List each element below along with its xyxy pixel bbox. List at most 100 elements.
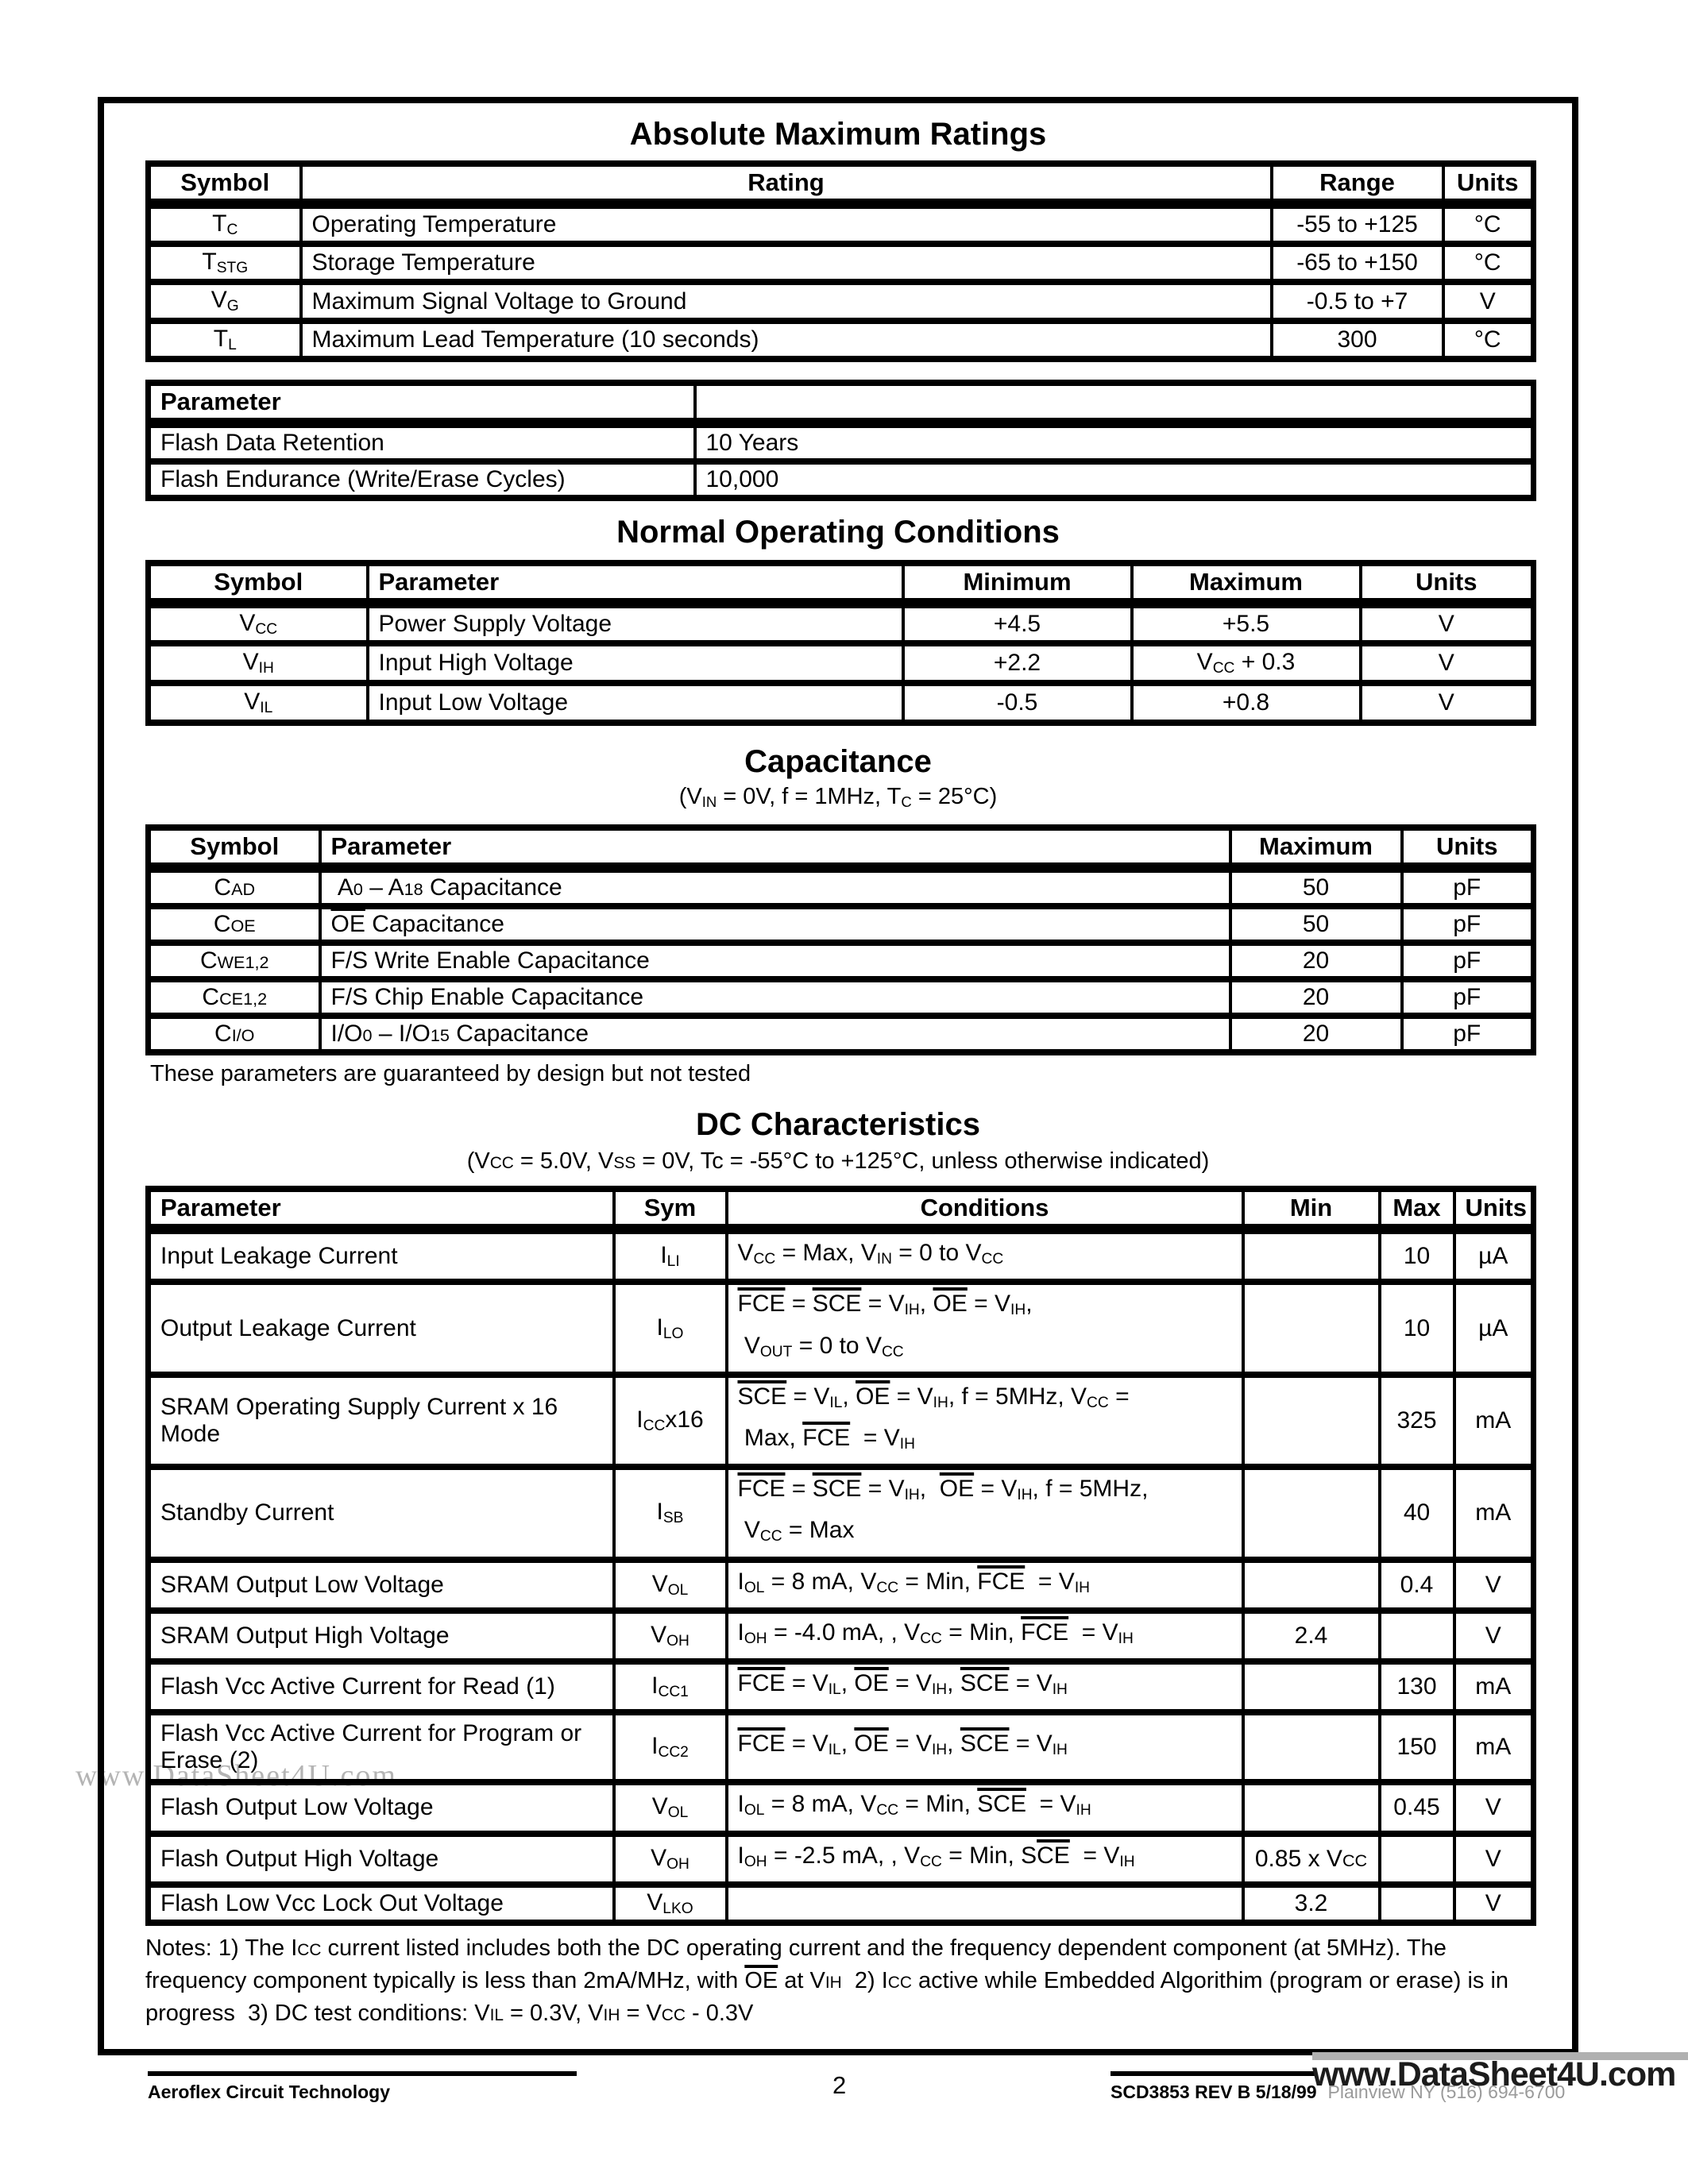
section-title-normal-operating-conditions: Normal Operating Conditions bbox=[616, 514, 1060, 550]
table-header-row: Symbol Parameter Maximum Units bbox=[146, 824, 1535, 874]
min-cell: 3.2 bbox=[1241, 1881, 1381, 1927]
table-row: SRAM Output Low Voltage VOL IOL = 8 mA, … bbox=[146, 1556, 1535, 1614]
units-header: Units bbox=[1452, 1186, 1535, 1235]
symbol-cell: TL bbox=[146, 317, 303, 362]
minimum-header: Minimum bbox=[901, 559, 1134, 608]
min-cell bbox=[1241, 1225, 1381, 1286]
parameter-cell: F/S Chip Enable Capacitance bbox=[318, 976, 1232, 1020]
parameter-cell: Flash Output Low Voltage bbox=[146, 1779, 616, 1837]
table-row: Standby Current ISB FCE = SCE = VIH, OE … bbox=[146, 1464, 1535, 1563]
conditions-cell: FCE = VIL, OE = VIH, SCE = VIH bbox=[724, 1658, 1245, 1716]
sym-cell: VOH bbox=[612, 1607, 728, 1665]
maximum-header: Maximum bbox=[1130, 559, 1362, 608]
max-cell bbox=[1377, 1881, 1456, 1927]
dc-notes: Notes: 1) The ICC current listed include… bbox=[145, 1935, 1509, 2027]
table-row: Flash Low Vcc Lock Out Voltage VLKO 3.2 … bbox=[146, 1881, 1535, 1927]
units-cell: mA bbox=[1452, 1658, 1535, 1716]
units-header: Units bbox=[1400, 824, 1535, 874]
sym-cell: ILO bbox=[612, 1279, 728, 1378]
table-header-row: Symbol Parameter Minimum Maximum Units bbox=[146, 559, 1535, 608]
maximum-header: Maximum bbox=[1228, 824, 1404, 874]
sym-cell: ICC1 bbox=[612, 1658, 728, 1716]
symbol-cell: VIL bbox=[146, 680, 369, 727]
maximum-cell: VCC + 0.3 bbox=[1130, 640, 1362, 687]
units-cell: µA bbox=[1452, 1225, 1535, 1286]
units-cell: V bbox=[1358, 680, 1535, 727]
parameter-cell: SRAM Output High Voltage bbox=[146, 1607, 616, 1665]
bottom-watermark-block: www.DataSheet4U.com bbox=[1312, 2052, 1688, 2094]
sym-header: Sym bbox=[612, 1186, 728, 1235]
normal-operating-conditions-table: Symbol Parameter Minimum Maximum Units V… bbox=[145, 559, 1536, 727]
sym-cell: ICC2 bbox=[612, 1709, 728, 1786]
value-header bbox=[693, 379, 1535, 428]
maximum-cell: 20 bbox=[1228, 976, 1404, 1020]
parameter-cell: F/S Write Enable Capacitance bbox=[318, 940, 1232, 983]
parameter-cell: I/O0 – I/O15 Capacitance bbox=[318, 1013, 1232, 1056]
table-row: TSTG Storage Temperature -65 to +150 °C bbox=[146, 241, 1535, 286]
dc-characteristics-table: Parameter Sym Conditions Min Max Units I… bbox=[145, 1186, 1536, 1927]
units-cell: pF bbox=[1400, 864, 1535, 910]
table-row: CWE1,2 F/S Write Enable Capacitance 20 p… bbox=[146, 940, 1535, 983]
table-row: Output Leakage Current ILO FCE = SCE = V… bbox=[146, 1279, 1535, 1378]
max-cell: 0.45 bbox=[1377, 1779, 1456, 1837]
rating-cell: Storage Temperature bbox=[299, 241, 1273, 286]
conditions-cell: VCC = Max, VIN = 0 to VCC bbox=[724, 1225, 1245, 1286]
parameter-cell: Flash Data Retention bbox=[146, 419, 697, 465]
parameter-cell: SRAM Output Low Voltage bbox=[146, 1556, 616, 1614]
max-cell bbox=[1377, 1607, 1456, 1665]
units-cell: mA bbox=[1452, 1709, 1535, 1786]
range-cell: 300 bbox=[1269, 317, 1445, 362]
page-number: 2 bbox=[832, 2071, 847, 2099]
table-row: CI/O I/O0 – I/O15 Capacitance 20 pF bbox=[146, 1013, 1535, 1056]
units-cell: pF bbox=[1400, 903, 1535, 947]
min-cell: 0.85 x VCC bbox=[1241, 1830, 1381, 1888]
min-cell: 2.4 bbox=[1241, 1607, 1381, 1665]
max-cell: 150 bbox=[1377, 1709, 1456, 1786]
parameter-header: Parameter bbox=[365, 559, 905, 608]
max-cell: 10 bbox=[1377, 1225, 1456, 1286]
page-frame: Absolute Maximum Ratings Symbol Rating R… bbox=[98, 97, 1578, 2055]
conditions-cell bbox=[724, 1881, 1245, 1927]
minimum-cell: +4.5 bbox=[901, 600, 1134, 647]
rating-header: Rating bbox=[299, 160, 1273, 209]
conditions-cell: IOL = 8 mA, VCC = Min, SCE = VIH bbox=[724, 1779, 1245, 1837]
conditions-cell: FCE = VIL, OE = VIH, SCE = VIH bbox=[724, 1709, 1245, 1786]
parameter-header: Parameter bbox=[318, 824, 1232, 874]
table-row: VIH Input High Voltage +2.2 VCC + 0.3 V bbox=[146, 640, 1535, 687]
conditions-cell: IOL = 8 mA, VCC = Min, FCE = VIH bbox=[724, 1556, 1245, 1614]
sym-cell: VOL bbox=[612, 1556, 728, 1614]
range-cell: -55 to +125 bbox=[1269, 200, 1445, 248]
symbol-cell: VIH bbox=[146, 640, 369, 687]
units-cell: V bbox=[1358, 640, 1535, 687]
table-row: TC Operating Temperature -55 to +125 °C bbox=[146, 200, 1535, 248]
units-cell: V bbox=[1441, 279, 1535, 324]
parameter-cell: OE Capacitance bbox=[318, 903, 1232, 947]
rating-cell: Maximum Signal Voltage to Ground bbox=[299, 279, 1273, 324]
units-cell: V bbox=[1452, 1881, 1535, 1927]
section-title-absolute-maximum-ratings: Absolute Maximum Ratings bbox=[629, 117, 1047, 152]
symbol-cell: VG bbox=[146, 279, 303, 324]
table-row: Flash Endurance (Write/Erase Cycles) 10,… bbox=[146, 457, 1535, 501]
max-cell: 0.4 bbox=[1377, 1556, 1456, 1614]
absolute-maximum-ratings-table: Symbol Rating Range Units TC Operating T… bbox=[145, 160, 1536, 362]
sym-cell: VOL bbox=[612, 1779, 728, 1837]
min-cell bbox=[1241, 1279, 1381, 1378]
symbol-cell: CAD bbox=[146, 864, 322, 910]
units-cell: pF bbox=[1400, 976, 1535, 1020]
symbol-cell: CI/O bbox=[146, 1013, 322, 1056]
maximum-cell: 50 bbox=[1228, 903, 1404, 947]
max-header: Max bbox=[1377, 1186, 1456, 1235]
symbol-cell: CCE1,2 bbox=[146, 976, 322, 1020]
watermark-gray-bar bbox=[1312, 2052, 1688, 2060]
symbol-header: Symbol bbox=[146, 559, 369, 608]
capacitance-conditions-subtitle: (VIN = 0V, f = 1MHz, TC = 25°C) bbox=[678, 784, 998, 811]
maximum-cell: 20 bbox=[1228, 1013, 1404, 1056]
section-title-capacitance: Capacitance bbox=[744, 744, 932, 780]
symbol-header: Symbol bbox=[146, 160, 303, 209]
units-cell: V bbox=[1452, 1607, 1535, 1665]
parameter-cell: Flash Vcc Active Current for Program or … bbox=[146, 1709, 616, 1786]
conditions-cell: IOH = -4.0 mA, , VCC = Min, FCE = VIH bbox=[724, 1607, 1245, 1665]
table-header-row: Parameter bbox=[146, 379, 1535, 428]
minimum-cell: -0.5 bbox=[901, 680, 1134, 727]
